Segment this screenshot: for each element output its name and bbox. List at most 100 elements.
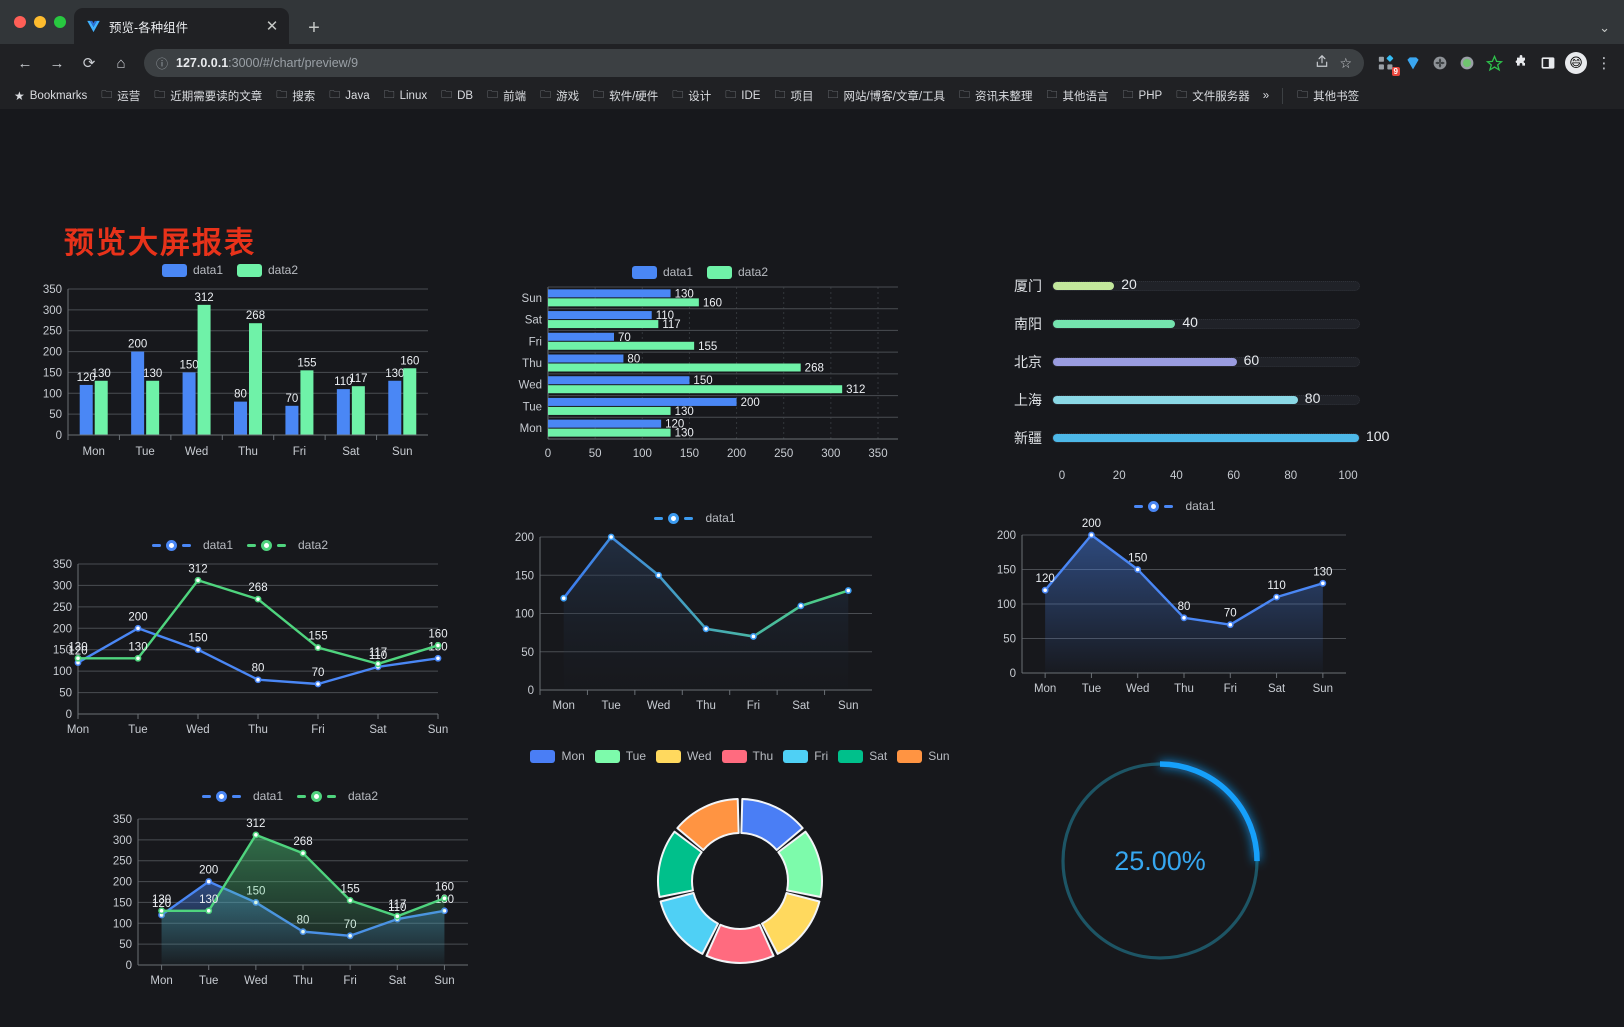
diamond-icon[interactable]: [1403, 53, 1423, 73]
maximize-window-button[interactable]: [54, 16, 66, 28]
bookmark-folder-8[interactable]: 🗀 软件/硬件: [587, 83, 664, 108]
legend-item-data2[interactable]: data2: [297, 789, 378, 803]
reload-button[interactable]: ⟳: [82, 55, 96, 72]
bookmark-folder-3[interactable]: 🗀 Java: [323, 83, 375, 108]
chart-text: 100: [633, 448, 652, 460]
bookmark-folder-16[interactable]: 🗀 文件服务器: [1170, 83, 1256, 108]
forward-button[interactable]: →: [49, 54, 65, 72]
progress-label: 厦门: [1014, 278, 1042, 294]
extension-grid-icon[interactable]: 9: [1376, 53, 1400, 76]
pie-slice[interactable]: [659, 891, 719, 955]
clover-icon[interactable]: [1430, 53, 1450, 73]
close-window-button[interactable]: [14, 16, 26, 28]
bar: [131, 351, 145, 435]
pie-slice[interactable]: [705, 923, 775, 964]
pie-slice[interactable]: [657, 830, 703, 899]
site-info-icon[interactable]: ⓘ: [156, 56, 169, 71]
bookmark-folder-label: IDE: [741, 89, 761, 102]
sidepanel-icon[interactable]: [1538, 53, 1558, 73]
bookmark-folder-10[interactable]: 🗀 IDE: [719, 83, 766, 108]
bookmark-folder-12[interactable]: 🗀 网站/博客/文章/工具: [821, 83, 951, 108]
legend-item-data1[interactable]: data1: [631, 265, 693, 279]
chart-text: Mon: [553, 700, 575, 712]
bookmark-folder-14[interactable]: 🗀 其他语言: [1041, 83, 1115, 108]
legend-marker-icon: [261, 539, 272, 551]
legend-item-data2[interactable]: data2: [707, 265, 768, 279]
chart-text: 312: [246, 818, 265, 830]
progress-fill: [1053, 434, 1359, 442]
legend-item-data1[interactable]: data1: [1134, 499, 1216, 513]
tab-close-icon[interactable]: ✕: [265, 17, 279, 35]
bookmark-folder-label: 其他语言: [1062, 90, 1109, 103]
bookmark-folder-2[interactable]: 🗀 搜索: [270, 83, 321, 108]
chart-text: Fri: [1224, 683, 1237, 695]
pie-slice[interactable]: [777, 830, 823, 899]
folder-icon: 🗀: [540, 89, 552, 101]
progress-fill: [1053, 320, 1176, 328]
minimize-window-button[interactable]: [34, 16, 46, 28]
chart-text: 130: [675, 288, 694, 300]
pie-slice[interactable]: [761, 891, 821, 955]
legend-item-data2[interactable]: data2: [237, 263, 298, 277]
profile-avatar[interactable]: 😄: [1565, 52, 1587, 74]
chart-text: 350: [868, 448, 887, 460]
legend-item-data2[interactable]: data2: [247, 538, 328, 552]
browser-tab[interactable]: 预览-各种组件 ✕: [74, 8, 289, 44]
extension-badge-count: 9: [1391, 67, 1400, 76]
bookmarks-overflow-button[interactable]: »: [1262, 89, 1270, 102]
address-bar[interactable]: ⓘ 127.0.0.1:3000/#/chart/preview/9 ☆: [144, 49, 1364, 77]
data-point: [1226, 621, 1234, 629]
data-point: [1319, 579, 1327, 587]
puzzle-icon[interactable]: [1511, 53, 1531, 73]
browser-menu-button[interactable]: ⋮: [1596, 55, 1612, 72]
legend-item-wed[interactable]: Wed: [656, 749, 712, 763]
chart-text: 150: [179, 359, 198, 371]
back-button[interactable]: ←: [17, 54, 33, 72]
bookmark-folder-7[interactable]: 🗀 游戏: [534, 83, 585, 108]
legend-item-data1[interactable]: data1: [161, 263, 223, 277]
bookmarks-root[interactable]: ★ Bookmarks: [8, 86, 93, 106]
legend-line-icon: [181, 543, 191, 547]
bookmark-folder-other[interactable]: 🗀 其他书签: [1291, 83, 1365, 108]
bar: [388, 380, 402, 435]
bookmark-folder-6[interactable]: 🗀 前端: [481, 83, 532, 108]
progress-row: 上海 80: [1000, 381, 1360, 419]
legend-item-sun[interactable]: Sun: [897, 749, 950, 763]
pie-slice[interactable]: [740, 798, 804, 852]
home-button[interactable]: ⌂: [116, 54, 126, 72]
legend-item-sat[interactable]: Sat: [838, 749, 887, 763]
legend-item-tue[interactable]: Tue: [594, 749, 646, 763]
bookmark-folder-1[interactable]: 🗀 近期需要读的文章: [148, 83, 268, 108]
bookmark-folder-13[interactable]: 🗀 资讯未整理: [953, 83, 1039, 108]
bookmark-folder-5[interactable]: 🗀 DB: [435, 83, 479, 108]
legend-item-mon[interactable]: Mon: [530, 749, 585, 763]
bookmark-folder-11[interactable]: 🗀 项目: [768, 83, 819, 108]
chart-text: 130: [152, 894, 171, 906]
legend-item-thu[interactable]: Thu: [721, 749, 773, 763]
bookmark-folder-0[interactable]: 🗀 运营: [95, 83, 146, 108]
legend-item-data1[interactable]: data1: [151, 538, 233, 552]
chart-text: 150: [1128, 553, 1147, 565]
legend-item-data1[interactable]: data1: [201, 789, 283, 803]
progress-row: 厦门 20: [1000, 267, 1360, 305]
chart-text: 0: [66, 709, 72, 721]
new-tab-button[interactable]: +: [308, 17, 320, 39]
share-icon[interactable]: [1315, 54, 1329, 73]
legend-item-fri[interactable]: Fri: [783, 749, 828, 763]
chart-text: 117: [662, 319, 680, 331]
chevron-down-icon[interactable]: ⌄: [1599, 20, 1610, 35]
bar: [548, 332, 614, 341]
bookmark-folder-9[interactable]: 🗀 设计: [666, 83, 717, 108]
chart-text: Thu: [248, 724, 268, 736]
bookmark-folder-15[interactable]: 🗀 PHP: [1117, 83, 1169, 108]
pie-slice[interactable]: [676, 798, 740, 852]
chart-text: 100: [515, 609, 534, 621]
bar: [548, 397, 737, 406]
legend-item-data1[interactable]: data1: [654, 511, 736, 525]
bar: [548, 354, 624, 363]
bookmark-star-icon[interactable]: ☆: [1339, 54, 1352, 71]
bookmark-folder-4[interactable]: 🗀 Linux: [378, 83, 434, 108]
star-outline-icon[interactable]: [1484, 53, 1504, 73]
green-circle-icon[interactable]: [1457, 53, 1477, 73]
